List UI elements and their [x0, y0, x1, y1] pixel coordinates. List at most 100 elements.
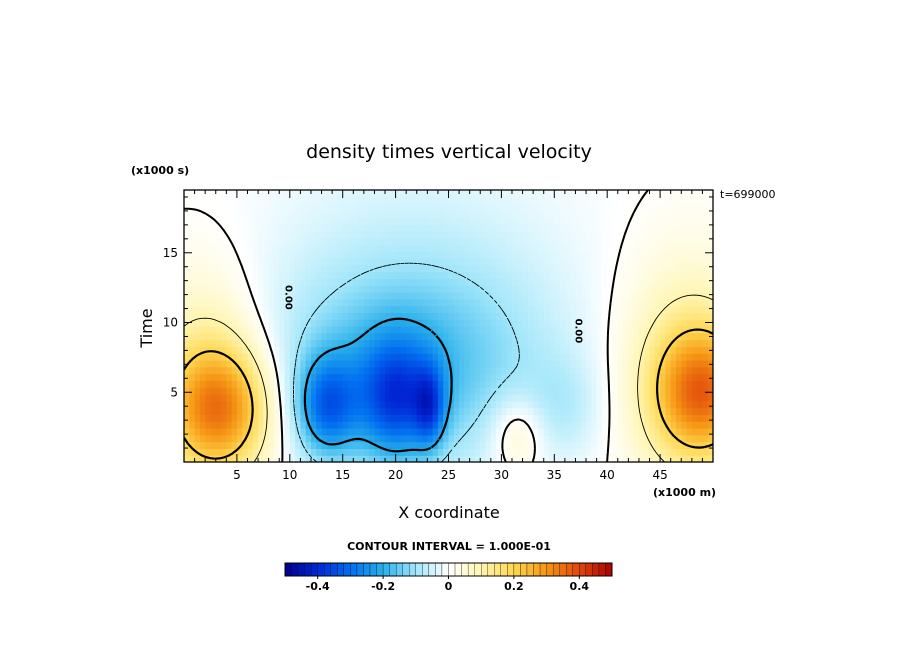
field-cell — [268, 400, 275, 409]
field-cell — [321, 332, 328, 341]
field-cell — [638, 305, 645, 313]
field-cell — [564, 292, 571, 300]
colorbar-cell — [350, 562, 358, 577]
colorbar-cell — [324, 562, 331, 577]
field-cell — [644, 455, 651, 462]
field-cell — [221, 210, 227, 218]
field-cell — [363, 360, 370, 368]
field-cell — [586, 346, 592, 354]
field-cell — [226, 251, 233, 259]
field-cell — [686, 407, 693, 415]
field-cell — [459, 292, 465, 300]
field-cell — [665, 190, 672, 198]
field-cell — [686, 312, 693, 320]
field-cell — [638, 414, 645, 422]
field-cell — [358, 230, 365, 239]
field-cell — [284, 217, 291, 225]
field-cell — [342, 441, 349, 449]
field-cell — [215, 414, 222, 422]
field-cell — [422, 258, 428, 266]
field-cell — [437, 366, 444, 375]
field-cell — [549, 224, 555, 232]
field-cell — [310, 264, 317, 273]
field-cell — [215, 230, 222, 239]
field-cell — [591, 305, 598, 313]
field-cell — [385, 217, 391, 225]
field-cell — [406, 441, 413, 449]
field-cell — [506, 332, 513, 341]
colorbar-cell — [566, 562, 573, 577]
field-cell — [686, 332, 693, 341]
field-cell — [474, 210, 481, 218]
field-cell — [310, 271, 317, 279]
field-cell — [691, 434, 698, 443]
field-cell — [612, 414, 619, 422]
field-cell — [422, 278, 428, 286]
field-cell — [390, 373, 397, 381]
field-cell — [342, 258, 349, 266]
field-cell — [549, 305, 555, 313]
field-cell — [332, 373, 339, 381]
field-cell — [390, 244, 397, 252]
field-cell — [215, 332, 222, 341]
field-cell — [326, 278, 333, 286]
field-cell — [474, 400, 481, 409]
field-cell — [379, 217, 386, 225]
field-cell — [697, 421, 704, 429]
field-cell — [506, 244, 513, 252]
field-cell — [273, 326, 280, 334]
field-cell — [273, 455, 280, 462]
field-cell — [543, 203, 550, 211]
field-cell — [284, 346, 291, 354]
field-cell — [480, 230, 487, 239]
field-cell — [517, 366, 524, 375]
field-cell — [332, 387, 339, 395]
field-cell — [279, 387, 286, 395]
field-cell — [686, 244, 693, 252]
field-cell — [432, 339, 439, 347]
field-cell — [459, 346, 465, 354]
field-cell — [638, 421, 645, 429]
field-cell — [596, 251, 603, 259]
field-cell — [385, 196, 391, 205]
field-cell — [543, 353, 550, 361]
field-cell — [506, 428, 513, 436]
field-cell — [591, 373, 598, 381]
field-cell — [395, 224, 402, 232]
field-cell — [596, 312, 603, 320]
field-cell — [575, 400, 582, 409]
field-cell — [665, 360, 672, 368]
field-cell — [221, 217, 227, 225]
field-cell — [268, 339, 275, 347]
field-cell — [215, 196, 222, 205]
field-cell — [210, 278, 217, 286]
field-cell — [575, 319, 582, 327]
field-cell — [374, 407, 381, 415]
field-cell — [654, 332, 661, 341]
field-cell — [575, 421, 582, 429]
field-cell — [517, 394, 524, 402]
field-cell — [564, 251, 571, 259]
field-cell — [437, 292, 444, 300]
field-cell — [363, 332, 370, 341]
field-cell — [665, 407, 672, 415]
field-cell — [549, 441, 555, 449]
field-cell — [284, 278, 291, 286]
field-cell — [448, 319, 455, 327]
field-cell — [422, 332, 428, 341]
field-cell — [273, 441, 280, 449]
field-cell — [496, 285, 502, 293]
field-cell — [427, 455, 434, 462]
field-cell — [601, 190, 608, 198]
field-cell — [596, 441, 603, 449]
field-cell — [538, 353, 545, 361]
field-cell — [517, 373, 524, 381]
field-cell — [469, 251, 476, 259]
field-cell — [263, 271, 270, 279]
field-cell — [284, 353, 291, 361]
field-cell — [649, 237, 656, 245]
field-cell — [369, 224, 376, 232]
field-cell — [252, 434, 259, 443]
field-cell — [575, 326, 582, 334]
field-cell — [263, 230, 270, 239]
